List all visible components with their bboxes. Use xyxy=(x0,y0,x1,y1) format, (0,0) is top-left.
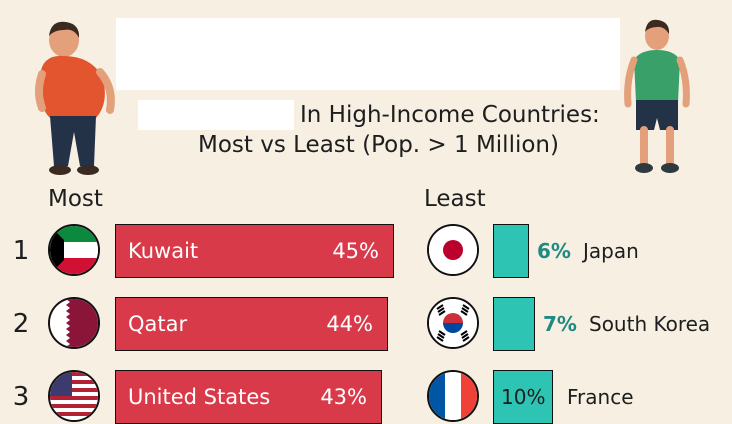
chart-subtitle-line-2: Most vs Least (Pop. > 1 Million) xyxy=(198,132,559,158)
bar-value-label: 7% xyxy=(543,312,577,336)
chart-subtitle-line-1: In High-Income Countries: xyxy=(300,102,600,128)
least-bar xyxy=(493,297,535,351)
bar-value-label: 43% xyxy=(320,385,367,409)
bar-country-label: South Korea xyxy=(589,312,711,336)
bar-value-label: 6% xyxy=(537,239,571,263)
most-column-heading: Most xyxy=(48,186,103,212)
japan-flag-icon xyxy=(427,224,479,276)
fit-man-illustration xyxy=(624,19,690,173)
rank-number: 1 xyxy=(12,236,30,266)
bar-country-label: Japan xyxy=(583,239,639,263)
rank-number: 2 xyxy=(12,309,30,339)
overweight-man-illustration xyxy=(35,21,115,175)
least-bar xyxy=(493,224,529,278)
bar-country-label: Kuwait xyxy=(128,239,199,263)
most-bar: Qatar 44% xyxy=(115,297,388,351)
kuwait-flag-icon xyxy=(48,224,100,276)
qatar-flag-icon xyxy=(48,297,100,349)
bar-value-label: 45% xyxy=(332,239,379,263)
most-bar: United States 43% xyxy=(115,370,382,424)
bar-country-label: France xyxy=(567,385,634,409)
france-flag-icon xyxy=(427,370,479,422)
south-korea-flag-icon xyxy=(427,297,479,349)
title-redacted-box xyxy=(116,18,620,90)
rank-number: 3 xyxy=(12,382,30,412)
subtitle-redacted-box xyxy=(138,100,294,130)
bar-country-label: United States xyxy=(128,385,271,409)
bar-value-label: 10% xyxy=(501,385,546,409)
bar-value-label: 44% xyxy=(326,312,373,336)
least-column-heading: Least xyxy=(424,186,486,212)
bar-country-label: Qatar xyxy=(128,312,188,336)
most-bar: Kuwait 45% xyxy=(115,224,394,278)
usa-flag-icon xyxy=(48,370,100,422)
